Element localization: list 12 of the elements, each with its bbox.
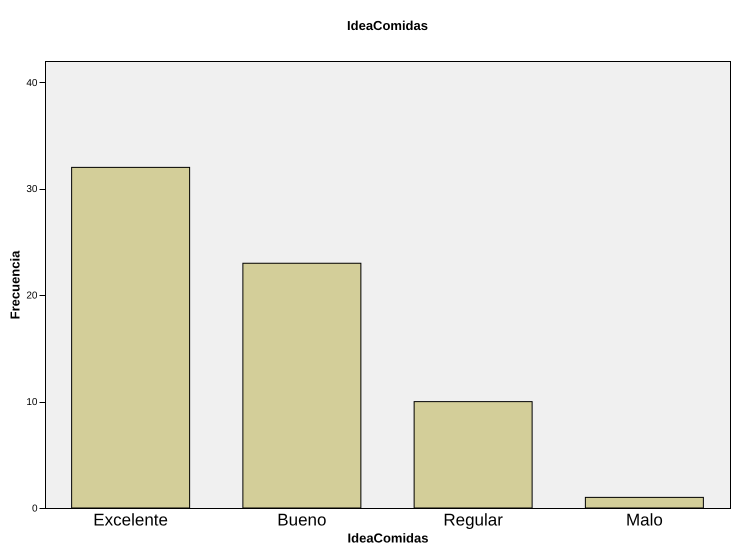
- y-tick-label: 0: [32, 504, 38, 514]
- x-tick-label: Regular: [443, 510, 504, 530]
- x-axis-title: IdeaComidas: [348, 530, 428, 546]
- y-tick-label: 40: [26, 78, 38, 89]
- x-tick-label: Excelente: [93, 510, 168, 530]
- y-tick-label: 30: [26, 184, 38, 196]
- y-tick-label: 10: [26, 397, 38, 408]
- x-tick-label: Malo: [626, 510, 663, 530]
- x-tick-label: Bueno: [277, 510, 326, 530]
- chart-title: IdeaComidas: [347, 18, 428, 33]
- y-axis-title: Frecuencia: [7, 250, 22, 320]
- y-tick-label: 20: [26, 290, 38, 302]
